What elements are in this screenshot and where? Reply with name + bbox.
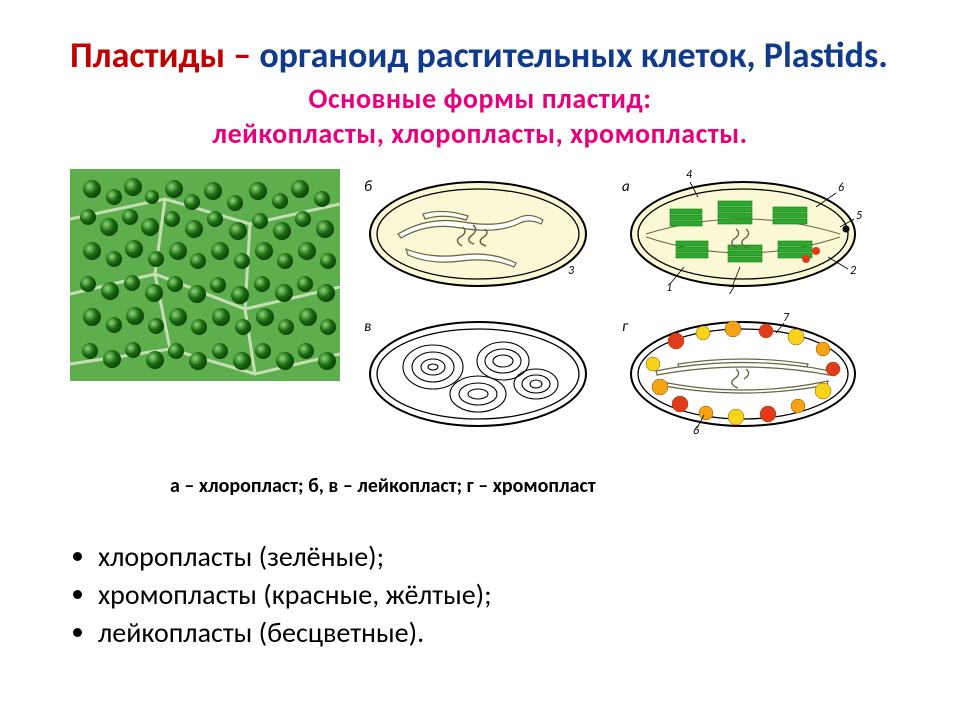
list-item: хромопласты (красные, жёлтые);	[98, 576, 890, 614]
slide-title: Пластиды – органоид растительных клеток,…	[70, 35, 890, 76]
diagram-label-v: в	[364, 318, 371, 336]
subtitle-line1: Основные формы пластид:	[70, 81, 890, 116]
diagram-label-g: г	[622, 318, 629, 336]
list-item: хлоропласты (зелёные);	[98, 538, 890, 576]
subtitle-line2: лейкопласты, хлоропласты, хромопласты.	[70, 116, 890, 151]
chloroplast-photo	[70, 169, 340, 381]
slide: Пластиды – органоид растительных клеток,…	[0, 0, 960, 720]
plastid-diagrams: б 3	[358, 169, 868, 439]
svg-text:6: 6	[838, 181, 844, 195]
bullet-list: хлоропласты (зелёные); хромопласты (крас…	[70, 538, 890, 651]
svg-text:7: 7	[728, 284, 735, 298]
svg-text:3: 3	[568, 264, 574, 278]
list-item: лейкопласты (бесцветные).	[98, 614, 890, 652]
diagram-caption: а – хлоропласт; б, в – лейкопласт; г – х…	[170, 474, 890, 498]
svg-text:4: 4	[686, 169, 693, 182]
svg-text:5: 5	[856, 209, 862, 223]
title-blue-part: органоид растительных клеток, Plastids.	[259, 33, 888, 77]
figure-row: б 3	[70, 169, 890, 439]
diagram-label-a: а	[622, 178, 630, 196]
title-red-part: Пластиды –	[70, 33, 259, 77]
svg-text:7: 7	[783, 311, 790, 325]
svg-text:2: 2	[850, 264, 856, 278]
diagram-label-b: б	[364, 178, 372, 196]
